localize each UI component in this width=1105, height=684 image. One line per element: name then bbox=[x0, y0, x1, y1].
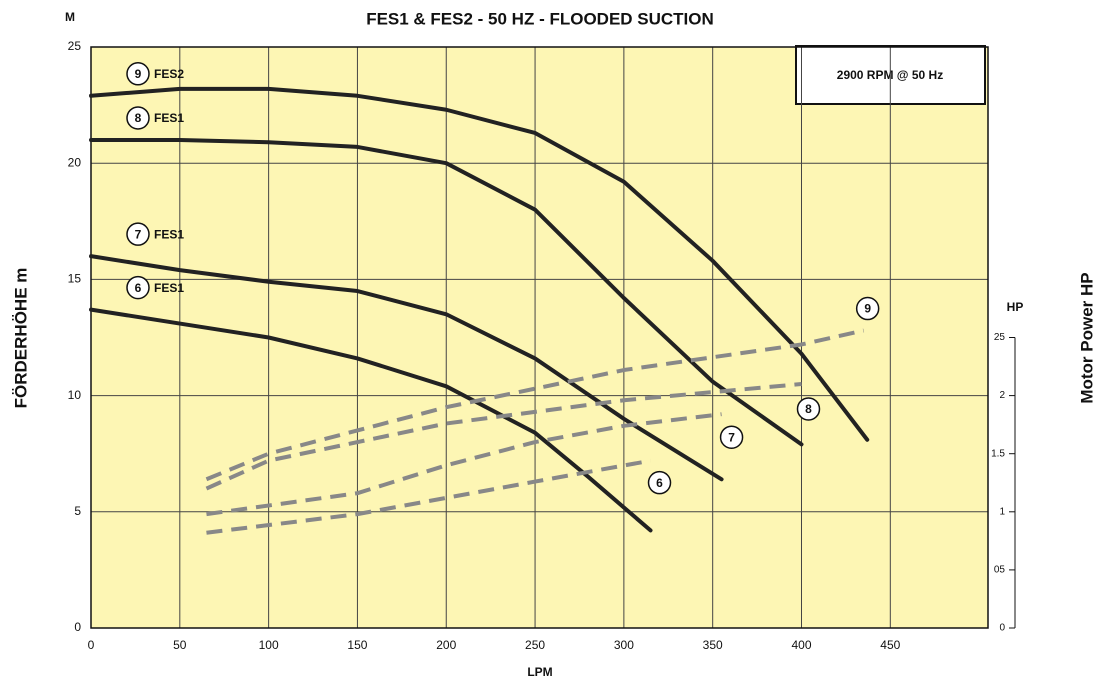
curve-number: 8 bbox=[805, 402, 812, 416]
y2-tick-label: 1.5 bbox=[991, 448, 1005, 459]
y-unit: M bbox=[65, 10, 75, 24]
curve-number: 6 bbox=[656, 476, 663, 490]
curve-name: FES2 bbox=[154, 67, 184, 81]
plot-border bbox=[90, 46, 989, 629]
x-tick-label: 200 bbox=[436, 638, 456, 652]
x-tick-label: 300 bbox=[614, 638, 634, 652]
head-curve bbox=[89, 307, 653, 533]
curve-number: 9 bbox=[864, 302, 871, 316]
x-tick-label: 100 bbox=[259, 638, 279, 652]
power-curve bbox=[206, 412, 722, 517]
power-curve bbox=[205, 328, 865, 482]
curve-name: FES1 bbox=[154, 111, 184, 125]
curve-number-circle bbox=[126, 222, 150, 246]
power-curve bbox=[206, 458, 651, 535]
y2-tick-label: 1 bbox=[999, 506, 1005, 517]
curve-number: 9 bbox=[135, 67, 142, 81]
power-curve bbox=[205, 381, 802, 491]
x-tick-label: 0 bbox=[88, 638, 95, 652]
y2-tick-label: 0 bbox=[999, 623, 1005, 634]
curve-number-circle bbox=[126, 106, 150, 130]
curve-number-circle bbox=[126, 275, 150, 300]
y2-tick-label: 05 bbox=[994, 565, 1006, 576]
curve-number: 7 bbox=[728, 430, 735, 444]
curve-number: 6 bbox=[135, 281, 142, 295]
chart-title: FES1 & FES2 - 50 HZ - FLOODED SUCTION bbox=[366, 9, 714, 28]
head-curve bbox=[89, 254, 724, 482]
curve-number: 8 bbox=[135, 111, 142, 125]
x-tick-label: 400 bbox=[791, 638, 811, 652]
y-tick-label: 5 bbox=[74, 504, 81, 518]
x-tick-label: 50 bbox=[173, 638, 187, 652]
curve-name: FES1 bbox=[154, 281, 184, 295]
curve-number-circle bbox=[855, 296, 880, 321]
y2-axis-label: Motor Power HP bbox=[1077, 272, 1096, 403]
head-curve bbox=[89, 86, 870, 442]
y-tick-label: 0 bbox=[74, 620, 81, 634]
y2-tick-label: 25 bbox=[994, 332, 1006, 343]
y-tick-label: 25 bbox=[68, 39, 82, 53]
y-tick-label: 15 bbox=[68, 272, 82, 286]
x-tick-label: 150 bbox=[347, 638, 367, 652]
x-tick-label: 450 bbox=[880, 638, 900, 652]
y-tick-label: 10 bbox=[68, 388, 82, 402]
x-tick-label: 250 bbox=[525, 638, 545, 652]
y-axis-label: FÖRDERHÖHE m bbox=[11, 268, 30, 409]
curve-name: FES1 bbox=[154, 227, 184, 241]
head-curve bbox=[89, 137, 804, 447]
curve-number: 7 bbox=[135, 227, 142, 241]
curve-number-circle bbox=[796, 397, 821, 421]
x-axis-label: LPM bbox=[527, 665, 552, 679]
y2-tick-label: 2 bbox=[999, 390, 1005, 401]
curve-number-circle bbox=[647, 470, 672, 495]
curve-number-circle bbox=[126, 62, 150, 86]
curve-number-circle bbox=[719, 425, 744, 449]
y2-unit: HP bbox=[1007, 300, 1024, 314]
plot-area bbox=[91, 47, 988, 628]
x-tick-label: 350 bbox=[703, 638, 723, 652]
y-tick-label: 20 bbox=[68, 155, 82, 169]
